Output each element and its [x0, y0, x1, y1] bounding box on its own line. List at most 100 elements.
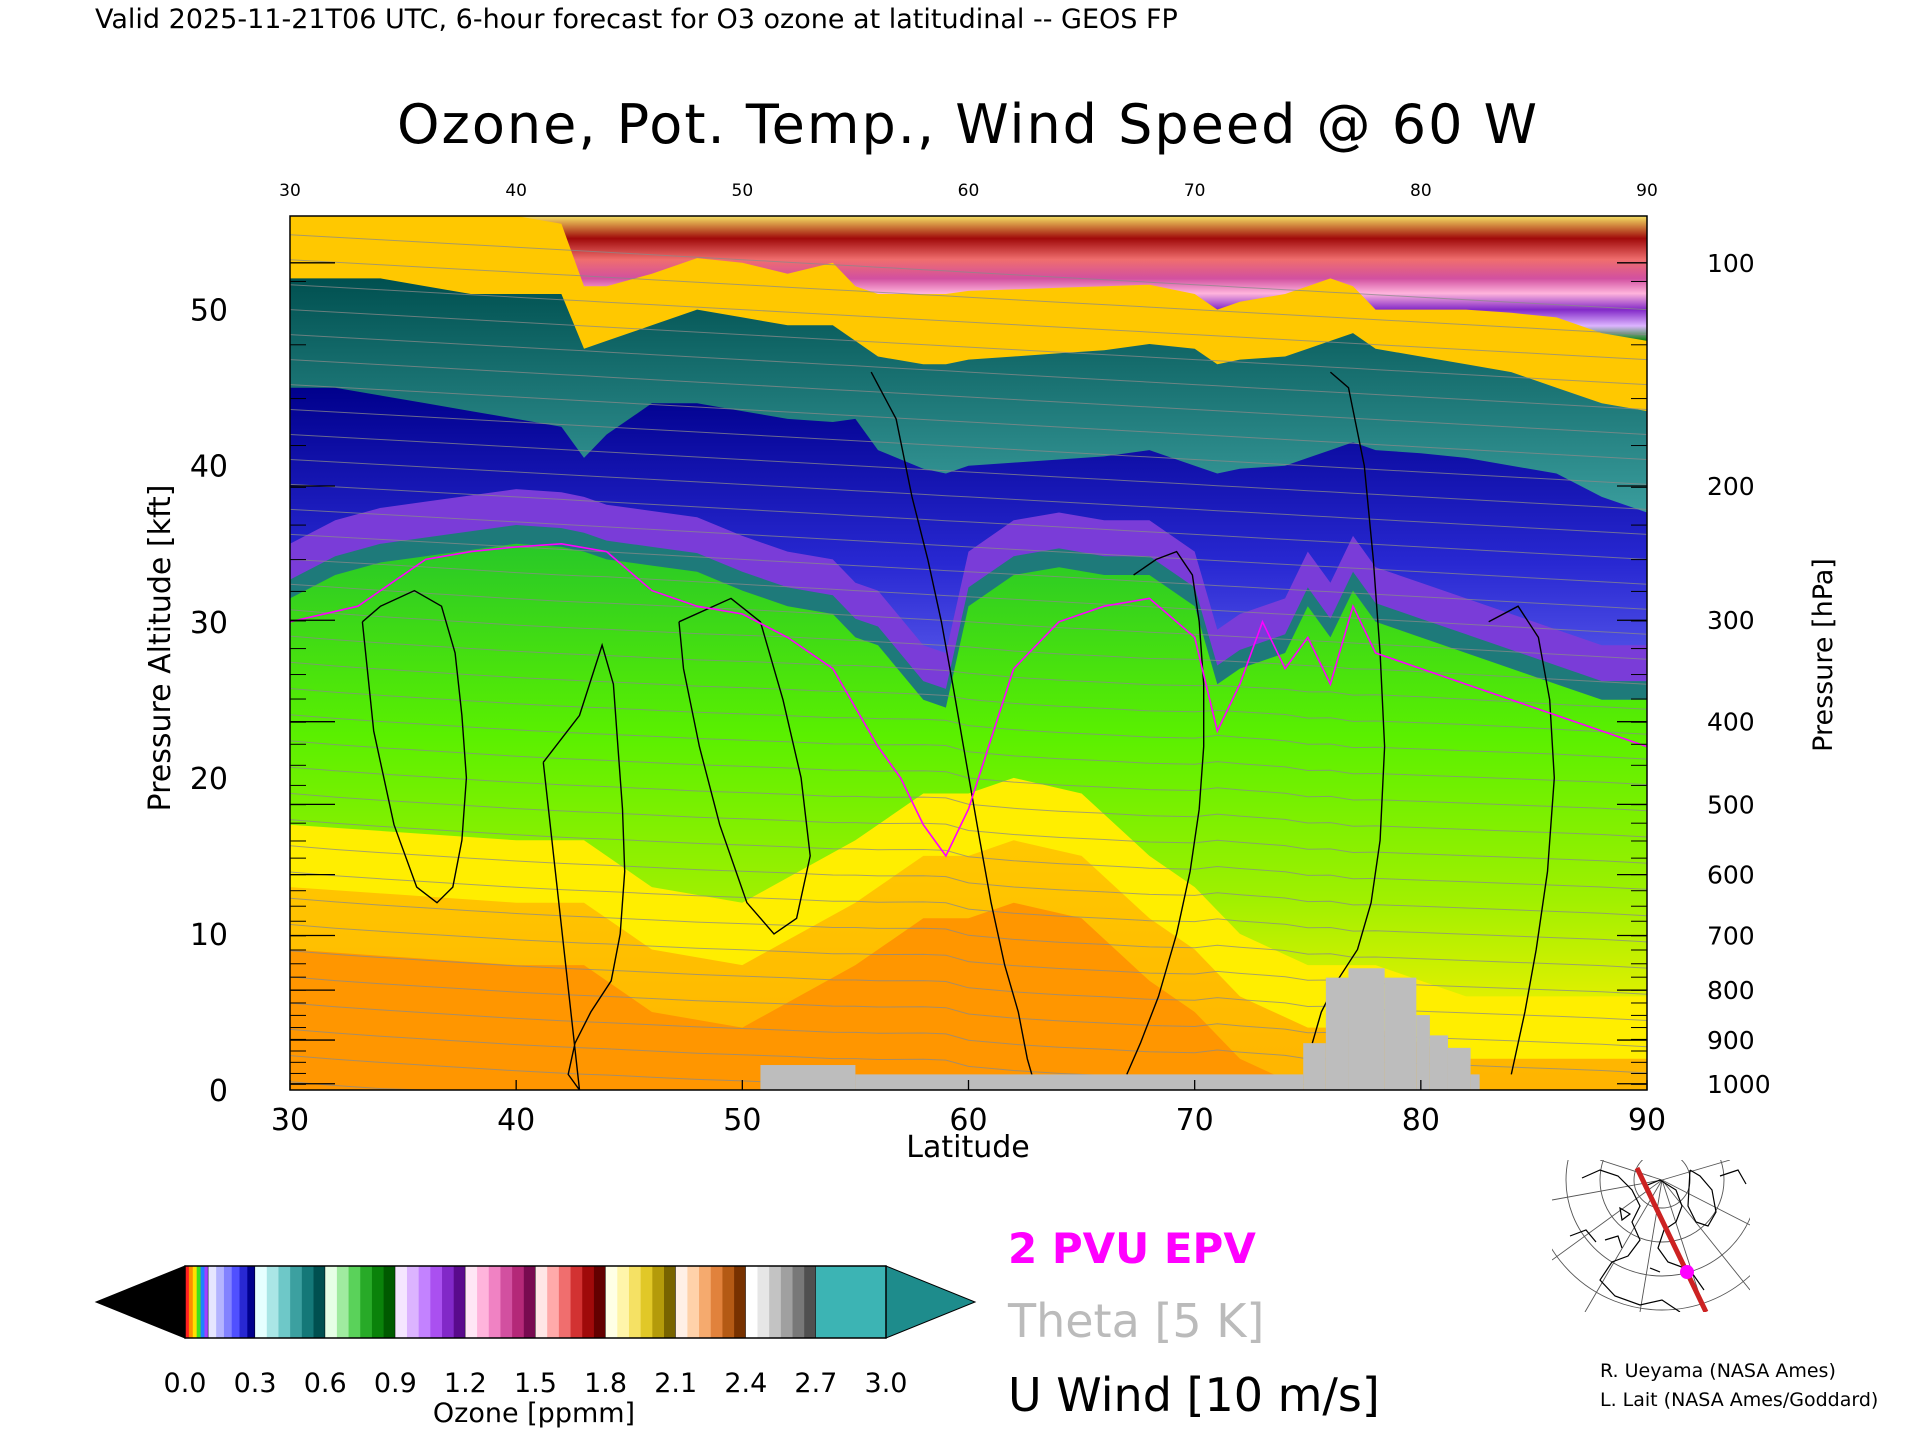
colorbar-tick-label: 2.4	[724, 1368, 767, 1399]
x-tick-label: 60	[949, 1103, 987, 1138]
colorbar-swatch	[418, 1266, 431, 1338]
colorbar-swatch	[640, 1266, 653, 1338]
theta-line	[290, 259, 1647, 336]
colorbar-swatch	[593, 1266, 607, 1338]
theta-line	[290, 661, 1647, 735]
pv-line	[290, 542, 1647, 858]
ozone-colorbar	[94, 1265, 977, 1339]
colorbar-swatch	[582, 1266, 595, 1338]
pressure-tick-marks	[290, 262, 1647, 1085]
ozone-high-layer	[290, 216, 1647, 341]
theta-line	[290, 871, 1647, 943]
colorbar-swatch	[488, 1266, 501, 1338]
colorbar-swatch	[570, 1266, 583, 1338]
legend-theta: Theta [5 K]	[1007, 1294, 1264, 1348]
colorbar-swatch	[734, 1266, 747, 1338]
y-tick-label: 50	[190, 294, 228, 329]
u-wind-line	[870, 371, 1037, 1090]
colorbar-swatch	[780, 1266, 794, 1338]
colorbar-tick-label: 1.2	[444, 1368, 487, 1399]
theta-line	[290, 409, 1647, 485]
terrain-block	[1447, 1047, 1471, 1090]
y-tick-label: 40	[190, 450, 228, 485]
y-tick-label: 20	[190, 762, 228, 797]
colorbar-swatch	[196, 1266, 202, 1338]
colorbar-tick-label: 0.9	[374, 1368, 417, 1399]
x-top-tick-label: 40	[505, 181, 527, 201]
colorbar-swatch	[336, 1266, 350, 1338]
x-top-tick-label: 90	[1636, 181, 1658, 201]
terrain-block	[1348, 968, 1385, 1090]
colorbar-swatch	[247, 1266, 256, 1338]
theta-line	[290, 483, 1647, 560]
x-axis-label: Latitude	[906, 1130, 1029, 1165]
x-tick-label: 40	[497, 1103, 535, 1138]
theta-line	[290, 792, 1647, 864]
terrain-mask	[760, 968, 1480, 1090]
inset-coastlines	[1569, 1169, 1747, 1312]
theta-line	[290, 284, 1647, 361]
colorbar-swatch	[208, 1266, 217, 1338]
ozone-field	[290, 216, 1647, 1090]
x-top-tick-label: 80	[1410, 181, 1432, 201]
theta-line	[290, 309, 1647, 386]
colorbar-tick-label: 3.0	[865, 1368, 908, 1399]
y-axis-label: Pressure Altitude [kft]	[143, 485, 178, 812]
x-top-tick-label: 50	[732, 181, 754, 201]
chart-title: Ozone, Pot. Temp., Wind Speed @ 60 W	[397, 93, 1539, 156]
pressure-tick-label: 900	[1707, 1026, 1755, 1055]
theta-line	[290, 688, 1647, 760]
pv-2pvu-contour	[290, 542, 1647, 858]
colorbar-swatch	[266, 1266, 279, 1338]
colorbar-swatch	[200, 1266, 205, 1338]
pressure-tick-label: 1000	[1707, 1070, 1771, 1099]
y-tick-label: 0	[209, 1074, 228, 1109]
theta-line	[290, 845, 1647, 917]
colorbar-swatch	[185, 1266, 190, 1338]
theta-line	[290, 897, 1647, 969]
u-wind-line	[542, 642, 626, 1090]
theta-line	[290, 334, 1647, 410]
y-tick-label: 30	[190, 606, 228, 641]
colorbar-swatch	[188, 1266, 194, 1338]
u-wind-line	[678, 597, 811, 935]
pressure-axis-ticks: 100 200 300 400 500 600 700 800 900 1000	[1707, 249, 1771, 1099]
colorbar-swatch	[216, 1266, 225, 1338]
theta-line	[290, 558, 1647, 635]
x-top-tick-label: 70	[1184, 181, 1206, 201]
x-top-tick-label: 30	[279, 181, 301, 201]
pressure-axis-label: Pressure [hPa]	[1808, 558, 1839, 752]
x-tick-label: 70	[1176, 1103, 1214, 1138]
theta-line	[290, 714, 1647, 786]
theta-contours	[290, 234, 1647, 1090]
colorbar-swatch	[687, 1266, 700, 1338]
u-wind-line	[1488, 605, 1556, 1075]
colorbar-tick-label: 2.7	[794, 1368, 837, 1399]
pressure-tick-label: 100	[1707, 249, 1755, 278]
colorbar-swatch	[792, 1266, 805, 1338]
colorbar-swatch	[231, 1266, 241, 1338]
colorbar-swatch	[769, 1266, 782, 1338]
colorbar-label: Ozone [ppmm]	[433, 1398, 635, 1429]
credit-line-2: L. Lait (NASA Ames/Goddard)	[1600, 1389, 1878, 1411]
colorbar-swatch	[815, 1266, 887, 1338]
terrain-block	[1384, 977, 1417, 1090]
theta-line	[290, 384, 1647, 460]
pressure-tick-label: 700	[1707, 921, 1755, 950]
credit-line-1: R. Ueyama (NASA Ames)	[1600, 1360, 1836, 1382]
colorbar-swatch	[547, 1266, 560, 1338]
colorbar-tick-label: 0.0	[164, 1368, 207, 1399]
terrain-block	[1470, 1074, 1480, 1090]
x-tick-label: 30	[271, 1103, 309, 1138]
theta-line	[290, 1055, 1647, 1090]
colorbar-swatch	[442, 1266, 455, 1338]
colorbar-tick-label: 1.8	[584, 1368, 627, 1399]
theta-line	[290, 234, 1647, 311]
colorbar-tick-label: 2.1	[654, 1368, 697, 1399]
y-tick-label: 10	[190, 918, 228, 953]
theta-line	[290, 508, 1647, 585]
colorbar-swatch	[699, 1266, 712, 1338]
section-marker	[1680, 1265, 1694, 1279]
theta-line	[290, 635, 1647, 710]
